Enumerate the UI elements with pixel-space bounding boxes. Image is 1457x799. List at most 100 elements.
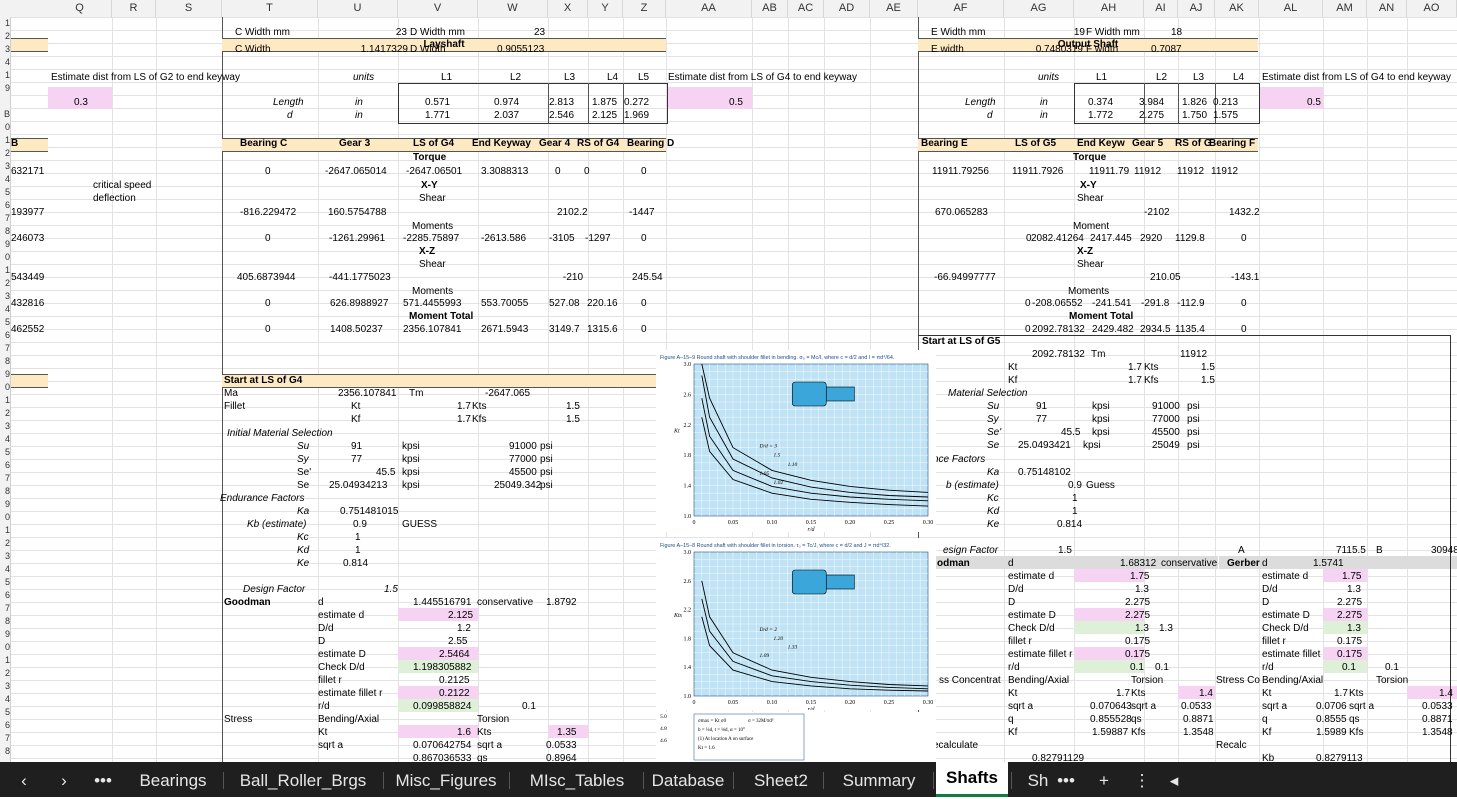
- cell-value[interactable]: Check D/d: [318, 662, 365, 673]
- row-header[interactable]: 9: [4, 239, 10, 249]
- cell-value[interactable]: 2.275: [1337, 597, 1363, 608]
- cell-value[interactable]: 0.2125: [439, 675, 470, 686]
- row-header[interactable]: 3: [4, 44, 10, 54]
- row-header[interactable]: 5: [4, 187, 10, 197]
- cell-value[interactable]: Guess: [1086, 480, 1115, 491]
- cell-value[interactable]: L3: [564, 72, 576, 83]
- cell-value[interactable]: 25049.342: [494, 480, 542, 491]
- cell-value[interactable]: 0: [265, 298, 271, 309]
- column-header-ak[interactable]: AK: [1215, 0, 1259, 17]
- column-header-t[interactable]: T: [222, 0, 318, 17]
- cell-value[interactable]: 1.198305882: [413, 662, 472, 673]
- cell-value[interactable]: 45500: [509, 467, 537, 478]
- cell-value[interactable]: 0.213: [1213, 97, 1239, 108]
- cell-value[interactable]: d: [1262, 558, 1268, 569]
- cell-value[interactable]: psi: [540, 467, 553, 478]
- row-header[interactable]: 2: [4, 31, 10, 41]
- cell-value[interactable]: 91: [1036, 401, 1048, 412]
- cell-value[interactable]: 77000: [1152, 414, 1180, 425]
- cell-value[interactable]: estimate d: [1262, 571, 1309, 582]
- cell-value[interactable]: 23: [534, 27, 546, 38]
- cell-value[interactable]: 0: [1026, 233, 1032, 244]
- cell-value[interactable]: 1: [355, 532, 361, 543]
- cell-value[interactable]: 1.3: [1347, 584, 1361, 595]
- cell-value[interactable]: kpsi: [402, 480, 420, 491]
- cell-value[interactable]: Check D/d: [1262, 623, 1309, 634]
- row-header[interactable]: 8: [4, 226, 10, 236]
- cell-value[interactable]: 1.5: [566, 401, 580, 412]
- cell-value[interactable]: Moments: [1068, 286, 1110, 297]
- cell-value[interactable]: estimate d: [1008, 571, 1055, 582]
- cell-value[interactable]: -241.541: [1092, 298, 1132, 309]
- row-header[interactable]: 1: [4, 525, 10, 535]
- cell-value[interactable]: 1.3: [1135, 584, 1149, 595]
- row-header[interactable]: 3: [4, 161, 10, 171]
- cell-value[interactable]: sqrt a: [477, 740, 503, 751]
- cell-value[interactable]: 45.5: [376, 467, 396, 478]
- cell-value[interactable]: 0.974: [494, 97, 520, 108]
- cell-value[interactable]: odman: [937, 558, 970, 569]
- cell-value[interactable]: kpsi: [402, 454, 420, 465]
- cell-value[interactable]: 1.750: [1182, 110, 1208, 121]
- cell-value[interactable]: Ke: [297, 558, 310, 569]
- cell-value[interactable]: 1.59887: [1092, 727, 1129, 738]
- cell-value[interactable]: 0.070643: [1090, 701, 1132, 712]
- input-cell-highlight[interactable]: [1074, 569, 1144, 582]
- cell-value[interactable]: Initial Material Selection: [227, 428, 333, 439]
- cell-value[interactable]: F width: [1086, 44, 1119, 55]
- cell-value[interactable]: 632171: [11, 166, 45, 177]
- cell-value[interactable]: r/d: [1008, 662, 1020, 673]
- cell-value[interactable]: 11911.7926: [1012, 166, 1064, 177]
- row-header[interactable]: 0: [4, 382, 10, 392]
- more-sheets-right-button[interactable]: •••: [1057, 771, 1075, 790]
- cell-value[interactable]: Ke: [987, 519, 1000, 530]
- column-header-ad[interactable]: AD: [824, 0, 870, 17]
- cell-value[interactable]: -2102: [1144, 207, 1170, 218]
- cell-value[interactable]: 2092.78132: [1032, 349, 1085, 360]
- cell-value[interactable]: estimate d: [318, 610, 365, 621]
- cell-value[interactable]: 77: [1036, 414, 1048, 425]
- column-header-ao[interactable]: AO: [1407, 0, 1457, 17]
- cell-value[interactable]: Kt: [1262, 688, 1272, 699]
- cell-value[interactable]: Torque: [1073, 152, 1107, 163]
- cell-value[interactable]: 0: [555, 166, 561, 177]
- cell-value[interactable]: 1.445516791: [413, 597, 472, 608]
- cell-value[interactable]: D: [1008, 597, 1016, 608]
- input-cell-highlight[interactable]: [398, 608, 478, 621]
- row-header[interactable]: 4: [4, 564, 10, 574]
- cell-value[interactable]: 0.5: [1307, 97, 1321, 108]
- cell-value[interactable]: Start at LS of G4: [224, 375, 303, 386]
- cell-value[interactable]: -2647.065: [485, 388, 531, 399]
- cell-value[interactable]: 246073: [11, 233, 45, 244]
- cell-value[interactable]: 2.546: [549, 110, 575, 121]
- cell-value[interactable]: 0.3: [74, 97, 88, 108]
- cell-value[interactable]: Tm: [409, 388, 424, 399]
- cell-value[interactable]: L2: [510, 72, 522, 83]
- cell-value[interactable]: 0.814: [343, 558, 369, 569]
- cell-value[interactable]: 2.275: [1125, 610, 1151, 621]
- cell-value[interactable]: psi: [540, 454, 553, 465]
- cell-value[interactable]: 543449: [11, 272, 45, 283]
- cell-value[interactable]: estimate D: [318, 649, 366, 660]
- cell-value[interactable]: 0.75148102: [1018, 467, 1071, 478]
- cell-value[interactable]: Shear: [1077, 259, 1104, 270]
- cell-value[interactable]: 0: [265, 233, 271, 244]
- cell-value[interactable]: -816.229472: [240, 207, 297, 218]
- cell-value[interactable]: sqrt a: [1349, 701, 1375, 712]
- cell-value[interactable]: 1.7: [457, 414, 471, 425]
- figure-notes[interactable]: 5.0 4.8 4.6 σmax = Kt σ0 σ = 32M/πd³ b = ¼d, …: [656, 712, 936, 762]
- cell-value[interactable]: Gear 4: [539, 138, 571, 149]
- cell-value[interactable]: 0.7480319: [1035, 44, 1083, 55]
- cell-value[interactable]: qs: [1349, 714, 1360, 725]
- cell-value[interactable]: Bearing C: [240, 138, 288, 149]
- cell-value[interactable]: psi: [1187, 414, 1200, 425]
- check-cell-highlight[interactable]: [398, 699, 478, 712]
- cell-value[interactable]: 0.9: [353, 519, 367, 530]
- cell-value[interactable]: X-Y: [421, 180, 438, 191]
- cell-value[interactable]: 0.9: [1068, 480, 1082, 491]
- row-header[interactable]: 3: [4, 681, 10, 691]
- cell-value[interactable]: 1.4: [1199, 688, 1213, 699]
- cell-value[interactable]: 245.54: [632, 272, 663, 283]
- row-header[interactable]: 0: [4, 512, 10, 522]
- cell-value[interactable]: 0.5: [729, 97, 743, 108]
